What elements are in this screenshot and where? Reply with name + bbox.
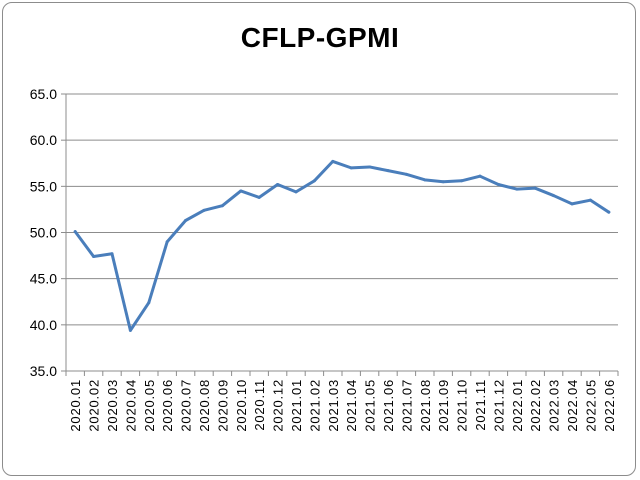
data-point xyxy=(147,301,151,305)
data-point xyxy=(331,159,335,163)
data-point xyxy=(128,328,132,332)
y-tick-label: 35.0 xyxy=(30,363,57,379)
x-tick-label: 2021.02 xyxy=(307,379,322,432)
x-tick-label: 2020.09 xyxy=(215,379,230,432)
x-tick-label: 2021.12 xyxy=(491,379,506,432)
x-tick-label: 2022.03 xyxy=(547,379,562,432)
y-tick-label: 55.0 xyxy=(30,178,57,194)
data-point xyxy=(239,189,243,193)
x-tick-label: 2022.05 xyxy=(583,379,598,432)
data-point xyxy=(423,178,427,182)
data-point xyxy=(220,204,224,208)
data-point xyxy=(257,195,261,199)
data-point xyxy=(552,194,556,198)
x-tick-label: 2021.11 xyxy=(473,379,488,431)
y-tick-label: 40.0 xyxy=(30,317,57,333)
x-tick-label: 2020.05 xyxy=(142,379,157,432)
data-point xyxy=(276,182,280,186)
x-tick-label: 2021.07 xyxy=(399,379,414,432)
chart-frame xyxy=(2,2,636,476)
x-tick-label: 2020.04 xyxy=(123,379,138,432)
data-point xyxy=(588,198,592,202)
x-tick-label: 2020.07 xyxy=(179,379,194,432)
x-tick-label: 2021.05 xyxy=(363,379,378,432)
data-point xyxy=(404,172,408,176)
x-tick-label: 2021.09 xyxy=(436,379,451,432)
x-tick-label: 2021.04 xyxy=(344,379,359,432)
x-tick-label: 2022.01 xyxy=(510,379,525,432)
series-line xyxy=(73,159,611,332)
x-tick-label: 2020.02 xyxy=(87,379,102,432)
x-tick-label: 2022.02 xyxy=(528,379,543,432)
data-point xyxy=(368,165,372,169)
data-point xyxy=(110,252,114,256)
data-point xyxy=(202,208,206,212)
data-point xyxy=(570,202,574,206)
y-tick-label: 60.0 xyxy=(30,132,57,148)
data-point xyxy=(496,182,500,186)
data-point xyxy=(515,187,519,191)
data-point xyxy=(533,186,537,190)
data-point xyxy=(92,255,96,259)
y-tick-label: 45.0 xyxy=(30,271,57,287)
chart-title: CFLP-GPMI xyxy=(240,22,400,53)
data-point xyxy=(184,218,188,222)
grid-lines xyxy=(66,93,618,326)
data-point xyxy=(312,179,316,183)
x-tick-label: 2020.08 xyxy=(197,379,212,432)
data-point xyxy=(165,240,169,244)
y-tick-label: 50.0 xyxy=(30,225,57,241)
data-point xyxy=(607,210,611,214)
x-tick-label: 2021.01 xyxy=(289,379,304,432)
y-tick-label: 65.0 xyxy=(30,86,57,102)
x-tick-label: 2020.06 xyxy=(160,379,175,432)
data-point xyxy=(294,190,298,194)
axes xyxy=(61,93,619,376)
x-tick-labels: 2020.01 2020.02 2020.03 2020.04 2020.05 2020.… xyxy=(68,379,617,432)
data-point xyxy=(478,174,482,178)
data-point xyxy=(386,169,390,173)
y-tick-labels: 35.0 40.0 45.0 50.0 55.0 60.0 65.0 xyxy=(30,86,57,379)
x-tick-label: 2021.06 xyxy=(381,379,396,432)
data-point xyxy=(73,230,77,234)
series xyxy=(73,159,611,332)
data-point xyxy=(349,166,353,170)
x-tick-label: 2022.06 xyxy=(602,379,617,432)
x-tick-label: 2020.03 xyxy=(105,379,120,432)
x-tick-label: 2022.04 xyxy=(565,379,580,432)
x-tick-label: 2020.01 xyxy=(68,379,83,432)
x-tick-label: 2020.11 xyxy=(252,379,267,431)
x-tick-label: 2021.03 xyxy=(326,379,341,432)
x-tick-label: 2020.10 xyxy=(234,379,249,432)
data-point xyxy=(441,180,445,184)
data-point xyxy=(460,179,464,183)
x-tick-label: 2020.12 xyxy=(271,379,286,432)
x-tick-label: 2021.10 xyxy=(455,379,470,432)
x-tick-label: 2021.08 xyxy=(418,379,433,432)
